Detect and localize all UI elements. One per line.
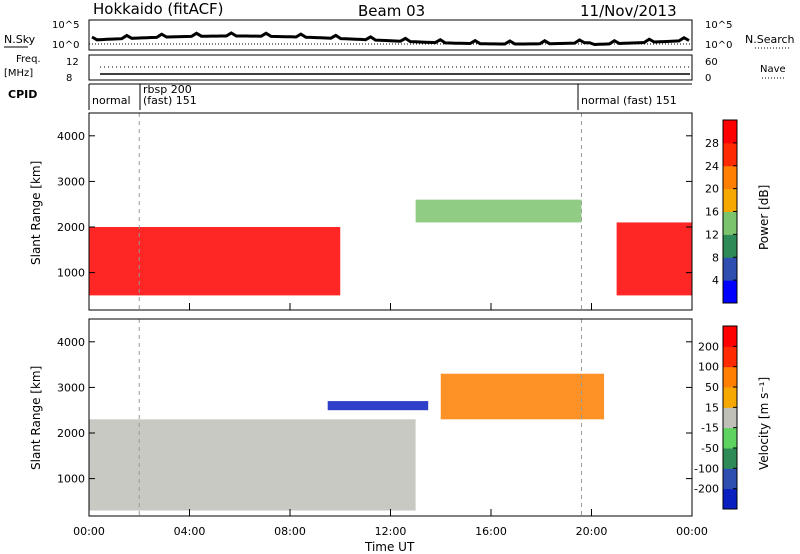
colorbar-swatch-1: [723, 468, 737, 490]
cpid-panel: CPID normal rbsp 200 (fast) 151 normal (…: [8, 83, 692, 110]
velocity-colorbar: 200 100 50 15 -15 -50 -100 -200: [694, 325, 738, 510]
colorbar-tick-label-0: 4: [712, 274, 719, 287]
velocity-panel: 1000 2000 3000 4000 Slant Range [km] 200 100…: [29, 318, 771, 517]
echo-region-2: [616, 222, 692, 296]
colorbar-tick-label-6: 28: [705, 137, 719, 150]
colorbar-swatch-2: [723, 234, 737, 258]
x-tick-label-0: 00:00: [73, 525, 105, 538]
x-tick-label-3: 12:00: [375, 525, 407, 538]
echo-region-1: [327, 401, 429, 411]
nsearch-label: N.Search: [745, 33, 795, 46]
colorbar-swatch-3: [723, 211, 737, 235]
power-colorbar-label: Power [dB]: [757, 185, 771, 250]
colorbar-swatch-4: [723, 188, 737, 212]
station-title: Hokkaido (fitACF): [93, 0, 224, 18]
x-tick-label-1: 04:00: [174, 525, 206, 538]
velocity-echo-regions: [89, 319, 605, 516]
nsky-series: [91, 31, 690, 47]
velocity-y-axis: 1000 2000 3000 4000: [57, 336, 692, 486]
colorbar-swatch-5: [723, 165, 737, 190]
freq-unit: [MHz]: [4, 68, 33, 79]
nsearch-tick-bottom: 10^0: [705, 40, 732, 51]
y-tick-label-3: 4000: [57, 130, 85, 143]
colorbar-tick-label-5: 24: [705, 160, 719, 173]
nsky-tick-bottom: 10^0: [52, 40, 79, 51]
y-tick-label-0: 1000: [57, 473, 85, 486]
colorbar-tick-label-0: 200: [698, 340, 719, 353]
x-tick-label-5: 20:00: [576, 525, 608, 538]
colorbar-tick-label-5: -50: [701, 442, 719, 455]
nsky-label: N.Sky: [4, 33, 36, 46]
y-tick-label-3: 4000: [57, 336, 85, 349]
power-echo-regions: [89, 113, 692, 310]
colorbar-tick-label-6: -100: [694, 462, 719, 475]
power-y-axis: 1000 2000 3000 4000: [57, 130, 692, 280]
x-tick-label-2: 08:00: [274, 525, 306, 538]
nave-label: Nave: [760, 64, 786, 75]
colorbar-swatch-7: [723, 120, 737, 144]
nsky-frame: [88, 19, 693, 51]
freq-panel: Freq. [MHz] 12 8 60 0 Nave: [4, 54, 786, 84]
x-tick-label-6: 00:00: [676, 525, 708, 538]
freq-tick-top: 12: [66, 57, 79, 68]
colorbar-swatch-0: [723, 488, 737, 510]
nave-tick-top: 60: [705, 57, 718, 68]
y-tick-label-2: 3000: [57, 175, 85, 188]
cpid-segment-2: normal (fast) 151: [581, 94, 677, 107]
colorbar-swatch-7: [723, 346, 737, 368]
nsky-panel: N.Sky 10^5 10^0 10^5 10^0 N.Search: [4, 19, 795, 51]
colorbar-tick-label-4: -15: [701, 422, 719, 435]
colorbar-swatch-1: [723, 257, 737, 281]
colorbar-tick-label-7: -200: [694, 483, 719, 496]
colorbar-tick-label-1: 8: [712, 251, 719, 264]
freq-label: Freq.: [16, 54, 41, 65]
colorbar-swatch-6: [723, 366, 737, 388]
power-panel: 1000 2000 3000 4000 Slant Range [km] 4 8 12 16…: [29, 112, 771, 311]
colorbar-swatch-0: [723, 280, 737, 304]
colorbar-tick-label-3: 16: [705, 206, 719, 219]
time-x-axis: 00:00 04:00 08:00 12:00 16:00 20:00 00:00: [73, 303, 708, 538]
colorbar-tick-label-2: 50: [705, 381, 719, 394]
nsearch-tick-top: 10^5: [705, 20, 732, 31]
y-tick-label-1: 2000: [57, 221, 85, 234]
colorbar-swatch-5: [723, 387, 737, 408]
nave-tick-bottom: 0: [705, 73, 711, 84]
date-title: 11/Nov/2013: [580, 2, 677, 20]
colorbar-tick-label-1: 100: [698, 361, 719, 374]
echo-region-2: [440, 373, 605, 420]
colorbar-swatch-2: [723, 448, 737, 469]
echo-region-0: [89, 227, 341, 296]
colorbar-tick-label-3: 15: [705, 401, 719, 414]
y-tick-label-2: 3000: [57, 381, 85, 394]
beam-title: Beam 03: [358, 2, 425, 20]
freq-frame: [88, 54, 693, 81]
colorbar-frame: [722, 325, 738, 510]
velocity-ylabel: Slant Range [km]: [29, 366, 43, 470]
colorbar-swatch-3: [723, 427, 737, 449]
x-tick-label-4: 16:00: [475, 525, 507, 538]
echo-region-1: [415, 199, 582, 223]
power-colorbar: 4 8 12 16 20 24 28: [705, 119, 738, 304]
colorbar-swatch-8: [723, 326, 737, 347]
cpid-segment-0: normal: [92, 94, 131, 107]
colorbar-swatch-4: [723, 407, 737, 429]
nsky-tick-top: 10^5: [52, 20, 79, 31]
velocity-colorbar-label: Velocity [m s⁻¹]: [757, 377, 771, 470]
colorbar-swatch-6: [723, 142, 737, 167]
echo-region-0: [89, 419, 416, 511]
cpid-segment-1-extra: rbsp 200: [143, 83, 192, 96]
y-tick-label-0: 1000: [57, 267, 85, 280]
cpid-segment-1: (fast) 151: [143, 94, 197, 107]
y-tick-label-1: 2000: [57, 427, 85, 440]
x-axis-label: Time UT: [364, 540, 415, 554]
freq-tick-bottom: 8: [66, 73, 72, 84]
colorbar-tick-label-2: 12: [705, 228, 719, 241]
colorbar-tick-label-4: 20: [705, 183, 719, 196]
power-ylabel: Slant Range [km]: [29, 161, 43, 265]
cpid-label: CPID: [8, 88, 37, 101]
